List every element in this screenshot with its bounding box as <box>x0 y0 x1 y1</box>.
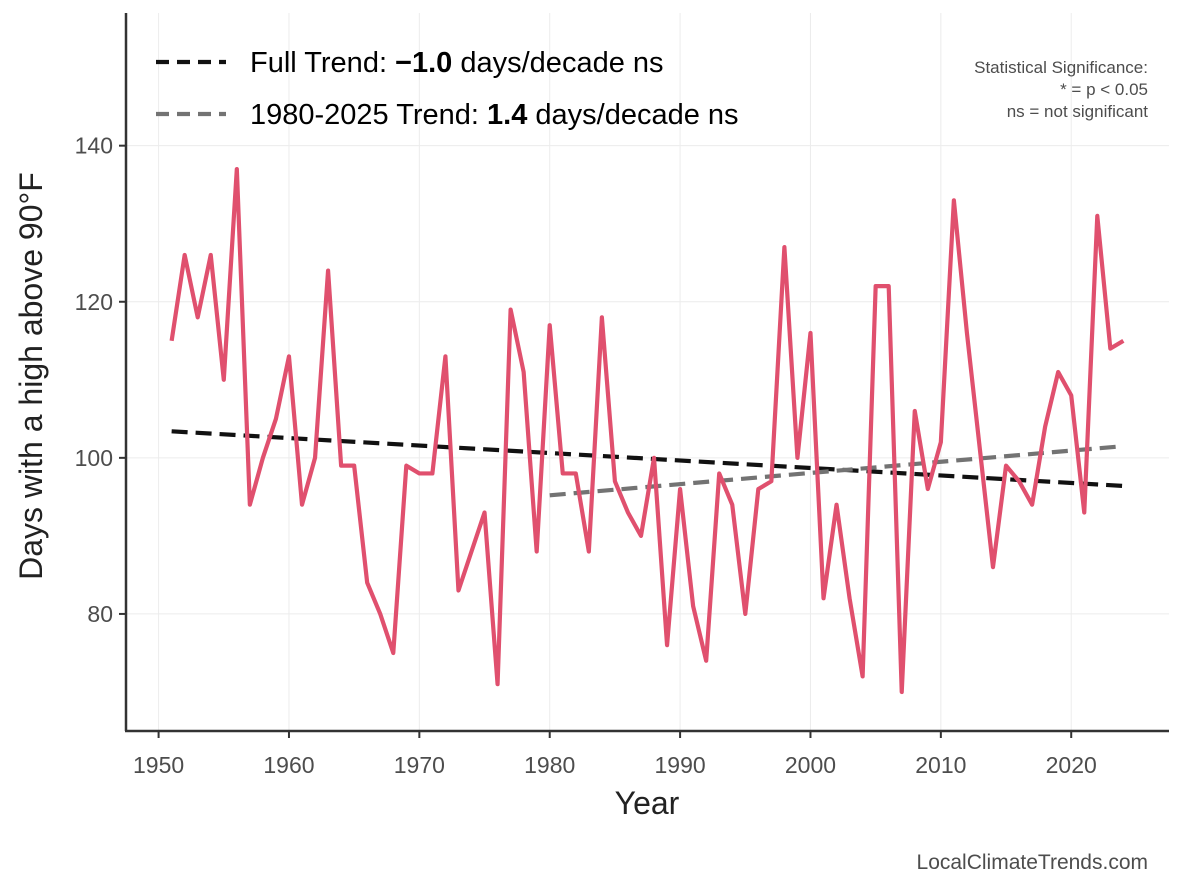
y-tick-label: 100 <box>75 445 113 471</box>
credit-text: LocalClimateTrends.com <box>917 851 1148 874</box>
legend-prefix: Full Trend: <box>250 47 395 79</box>
x-tick-label: 2010 <box>915 752 966 778</box>
y-tick-label: 140 <box>75 133 113 159</box>
x-tick-label: 2000 <box>785 752 836 778</box>
y-axis-title: Days with a high above 90°F <box>13 172 49 580</box>
y-tick-label: 80 <box>87 601 113 627</box>
legend-value: 1.4 <box>487 99 527 131</box>
significance-line: ns = not significant <box>1007 102 1149 121</box>
x-tick-label: 1980 <box>524 752 575 778</box>
legend-suffix: days/decade ns <box>452 47 663 79</box>
legend-value: −1.0 <box>395 47 452 79</box>
significance-line: * = p < 0.05 <box>1060 80 1148 99</box>
legend-label-recent-trend: 1980-2025 Trend: 1.4 days/decade ns <box>250 99 739 131</box>
x-axis-title: Year <box>615 785 680 821</box>
x-tick-label: 1960 <box>263 752 314 778</box>
legend-label-full-trend: Full Trend: −1.0 days/decade ns <box>250 47 664 79</box>
legend-prefix: 1980-2025 Trend: <box>250 99 487 131</box>
x-tick-label: 1990 <box>655 752 706 778</box>
x-axis-ticks: 1950 1960 1970 1980 1990 2000 2010 2020 <box>133 731 1097 778</box>
x-tick-label: 2020 <box>1046 752 1097 778</box>
significance-note: Statistical Significance: * = p < 0.05 n… <box>974 58 1148 121</box>
y-axis-ticks: 80 100 120 140 <box>75 133 126 627</box>
trend-lines <box>171 429 1124 498</box>
axes <box>124 13 1169 733</box>
y-tick-label: 120 <box>75 289 113 315</box>
x-tick-label: 1950 <box>133 752 184 778</box>
legend-suffix: days/decade ns <box>527 99 738 131</box>
series-line-hot-days <box>169 166 1125 695</box>
trend-line-full <box>171 429 1124 489</box>
x-tick-label: 1970 <box>394 752 445 778</box>
significance-line: Statistical Significance: <box>974 58 1148 77</box>
legend: Full Trend: −1.0 days/decade ns 1980-202… <box>156 47 739 131</box>
